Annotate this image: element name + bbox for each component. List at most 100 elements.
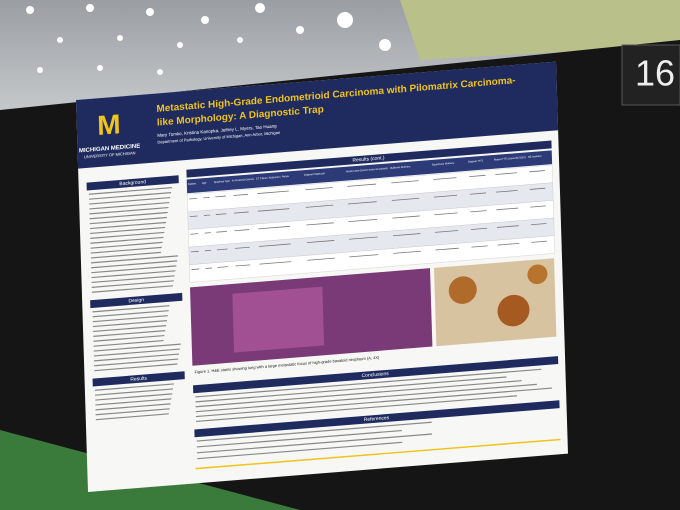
section-title: Background [119, 179, 146, 187]
text-line [195, 383, 537, 413]
text-line [196, 429, 402, 448]
cell-text [203, 214, 211, 216]
cell-text [347, 183, 377, 187]
cell-text [496, 207, 519, 211]
section-title: References [364, 415, 390, 423]
cell-text [530, 205, 546, 208]
text-line [95, 408, 170, 416]
text-line [92, 315, 168, 323]
cell-text [305, 204, 334, 208]
text-line [91, 260, 178, 269]
cell-text [259, 261, 292, 265]
text-line [93, 353, 180, 362]
text-line [93, 343, 181, 352]
text-line [91, 275, 175, 284]
cell-text [217, 266, 229, 268]
text-line [195, 387, 552, 418]
text-line [91, 280, 174, 288]
cell-text [305, 187, 333, 191]
text-line [92, 310, 169, 318]
section-title: Results (cont.) [352, 155, 385, 164]
text-line [95, 413, 169, 421]
text-line [94, 358, 179, 367]
text-line [90, 236, 164, 244]
cell-text [215, 195, 226, 198]
text-line [89, 211, 168, 220]
text-line [89, 201, 170, 210]
cell-text [257, 208, 290, 212]
cell-text [433, 177, 457, 180]
cell-text [529, 187, 546, 190]
logo-sub: UNIVERSITY OF MICHIGAN [84, 150, 136, 159]
text-line [91, 270, 176, 279]
cell-text [392, 215, 420, 219]
text-line [88, 187, 172, 195]
table-header-cell: Hx of Endometrial Carcinoma [232, 177, 254, 183]
table-header-cell: Patient [188, 181, 196, 186]
cell-text [348, 218, 378, 223]
text-line [93, 348, 180, 357]
title-band [76, 61, 559, 169]
cell-text [470, 227, 488, 230]
cell-text [347, 201, 377, 205]
text-line [90, 226, 166, 235]
text-line [89, 221, 166, 230]
cell-text [392, 233, 421, 237]
text-line [195, 368, 542, 398]
text-line [91, 265, 177, 274]
text-line [89, 192, 172, 200]
text-line [90, 241, 163, 249]
text-line [95, 398, 172, 406]
cell-text [307, 257, 335, 261]
table-header-cell: Repeat TTF1 (clone 8G7G3/1) [494, 155, 526, 162]
text-line [89, 196, 171, 205]
logo-name: MICHIGAN MEDICINE [79, 144, 140, 155]
cell-text [349, 254, 379, 258]
cell-text [434, 212, 458, 216]
cell-text [391, 197, 420, 201]
table-header-cell: Squamous Markers [432, 161, 455, 167]
cell-text [531, 240, 547, 243]
cell-text [233, 193, 249, 196]
cell-text [435, 247, 459, 251]
text-line [196, 421, 432, 442]
text-line [197, 433, 433, 454]
cell-text [348, 236, 378, 240]
cell-text [258, 225, 290, 230]
cell-text [391, 180, 419, 184]
cell-text [306, 240, 335, 244]
text-line [195, 376, 507, 403]
section-header [90, 292, 183, 309]
table-header-cell: Original TTF1 [468, 158, 484, 163]
section-header [194, 400, 560, 438]
window [400, 0, 680, 60]
cell-text [469, 174, 486, 177]
table-header-cell: CT Chest / Abdomen / Pelvis [256, 174, 290, 181]
booth-number: 16 [635, 53, 675, 94]
cell-text [433, 194, 458, 198]
text-line [90, 255, 179, 264]
cell-text [204, 232, 211, 234]
cell-text [434, 230, 459, 233]
cell-text [469, 192, 487, 195]
ihc-stain [497, 294, 530, 327]
text-line [92, 305, 170, 313]
cell-text [234, 246, 250, 249]
cell-text [497, 242, 520, 246]
cell-text [189, 197, 198, 200]
text-line [94, 383, 174, 391]
table-header-cell: Specimen Type [214, 179, 231, 184]
text-line [95, 393, 173, 401]
cell-text [215, 213, 227, 215]
cell-text [495, 172, 518, 175]
poster: M MICHIGAN MEDICINE UNIVERSITY OF MICHIG… [76, 61, 569, 493]
booth-sign [621, 44, 680, 106]
cell-text [235, 264, 251, 267]
text-line [89, 216, 167, 225]
body-text [88, 187, 552, 460]
text-line [93, 334, 165, 342]
table-header-cell: Age [202, 181, 207, 185]
table-header-cell: Aberrant β-catenin Expression (nuclear a… [346, 166, 388, 173]
cell-text [191, 268, 200, 270]
